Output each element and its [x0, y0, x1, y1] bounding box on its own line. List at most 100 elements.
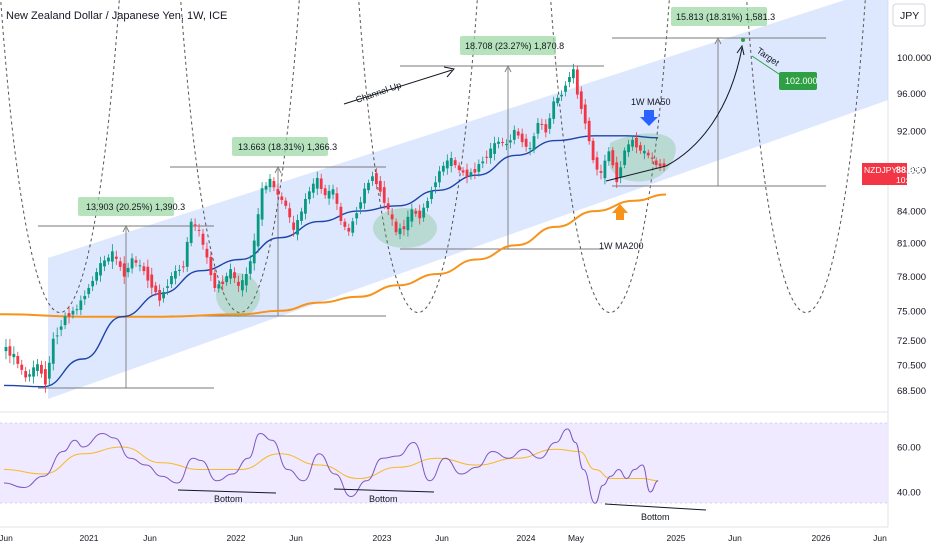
candle-body	[560, 94, 563, 97]
candle-body	[272, 181, 276, 188]
candle-body	[319, 178, 323, 189]
ma200-label: 1W MA200	[599, 241, 644, 251]
candle-body	[162, 291, 165, 299]
ma50-arrow-icon	[640, 110, 658, 126]
rsi-axis[interactable]: 60.00 40.00	[897, 443, 921, 499]
candle-body	[536, 122, 540, 134]
candle-body	[623, 150, 627, 165]
candle-body	[402, 226, 406, 230]
candle-body	[386, 203, 390, 210]
price-tick-label: 68.500	[897, 386, 926, 397]
last-price-symbol: NZDJPY	[864, 165, 897, 175]
candle-body	[587, 120, 591, 142]
candle-body	[398, 228, 402, 235]
candle-body	[75, 309, 79, 311]
candle-body	[571, 69, 575, 79]
candle-body	[240, 280, 244, 291]
candle-body	[233, 272, 236, 279]
candle-body	[260, 188, 264, 220]
candle-body	[300, 211, 303, 221]
candle-body	[296, 220, 299, 235]
candle-body	[497, 141, 500, 144]
price-axis[interactable]: 100.000 96.000 92.000 88.000 84.000 81.000 78.…	[897, 53, 931, 397]
candle-body	[638, 145, 642, 151]
time-tick-label: Jun	[143, 533, 157, 543]
target-connector	[751, 55, 783, 77]
time-axis[interactable]: Jun 2021 Jun 2022 Jun 2023 Jun 2024 May 2025 Jun 20…	[0, 533, 887, 543]
candle-body	[414, 211, 418, 214]
candle-body	[43, 369, 47, 385]
price-tick-label: 72.500	[897, 336, 926, 347]
candle-body	[453, 160, 457, 166]
candle-body	[374, 173, 378, 185]
candle-body	[520, 133, 524, 143]
candle-body	[390, 214, 394, 220]
ma50-line	[3, 135, 659, 388]
candle-body	[118, 261, 122, 267]
measure-box-1	[78, 197, 174, 216]
candle-body	[142, 266, 146, 272]
candle-body	[457, 165, 461, 170]
candle-body	[36, 364, 39, 371]
candle-body	[371, 176, 374, 181]
candle-body	[107, 257, 110, 262]
candle-body	[595, 157, 599, 170]
candle-body	[166, 286, 169, 288]
candle-body	[213, 273, 217, 288]
candle-body	[619, 167, 623, 177]
candle-body	[441, 165, 445, 172]
candle-body	[599, 171, 603, 173]
candle-body	[311, 183, 315, 193]
candle-body	[615, 162, 619, 183]
candle-body	[189, 221, 193, 243]
candle-body	[591, 140, 595, 161]
support-trendline	[605, 165, 667, 182]
measure-label-1: 13.903 (20.25%) 1,390.3	[86, 202, 185, 212]
candle-body	[512, 129, 516, 140]
rsi-bottom-label-3: Bottom	[641, 512, 670, 522]
candle-body	[552, 101, 556, 119]
candle-body	[410, 209, 414, 222]
projection-arrow	[736, 44, 745, 56]
candle-body	[339, 206, 343, 221]
candle-body	[469, 172, 473, 176]
candle-body	[524, 138, 528, 147]
currency-button[interactable]	[892, 3, 926, 27]
candle-body	[508, 140, 512, 143]
target-point	[741, 38, 745, 42]
projection-curve	[665, 47, 743, 167]
candle-body	[197, 229, 201, 231]
candle-body	[642, 150, 646, 154]
rsi-band	[0, 423, 888, 503]
candle-body	[501, 141, 504, 143]
price-tick-label: 75.000	[897, 306, 926, 317]
rsi-line	[3, 428, 659, 504]
candle-body	[307, 191, 311, 200]
candle-body	[237, 281, 240, 286]
last-price-badge	[862, 163, 907, 185]
candle-body	[438, 171, 441, 183]
candle-body	[351, 221, 355, 233]
candle-body	[635, 137, 638, 148]
candle-body	[276, 189, 280, 195]
candle-body	[177, 269, 181, 271]
price-tick-label: 100.000	[897, 53, 931, 64]
candle-body	[579, 91, 583, 109]
ma50-label: 1W MA50	[631, 97, 671, 107]
candle-body	[130, 258, 134, 269]
price-tick-label: 88.000	[897, 166, 926, 177]
measure-label-3: 18.708 (23.27%) 1,870.8	[465, 41, 564, 51]
time-tick-label: Jun	[873, 533, 887, 543]
candle-body	[248, 261, 252, 274]
price-tick-label: 81.000	[897, 239, 926, 250]
candle-body	[449, 157, 453, 167]
candle-body	[268, 178, 272, 188]
rsi-bottom-line-2	[333, 488, 435, 493]
candle-body	[406, 216, 410, 231]
rsi-bottom-line-3	[604, 503, 707, 511]
candle-body	[252, 240, 256, 264]
consolidation-ellipse-3	[610, 133, 676, 182]
time-tick-label: Jun	[435, 533, 449, 543]
currency-button-label: JPY	[900, 10, 919, 22]
